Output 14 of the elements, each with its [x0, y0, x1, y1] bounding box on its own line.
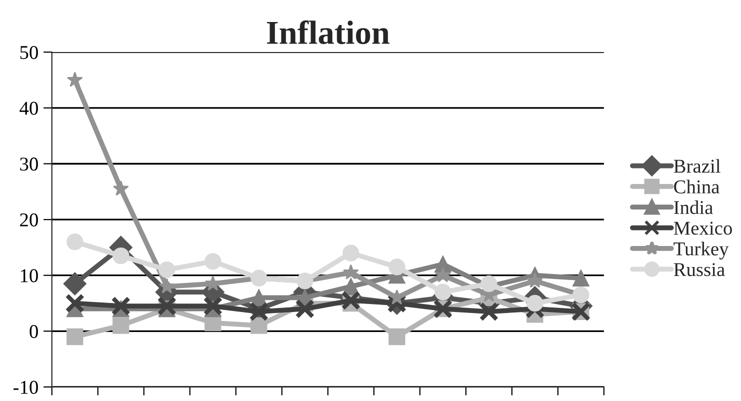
legend-label: Brazil [674, 159, 720, 173]
y-tick-label: 50 [20, 46, 38, 60]
legend-label: India [674, 200, 713, 214]
y-tick-label: 20 [20, 213, 38, 226]
y-tick-label: -10 [13, 380, 38, 394]
legend-label: Turkey [674, 242, 729, 260]
legend-label: Mexico [674, 222, 732, 235]
y-tick-label: 0 [30, 324, 38, 338]
legend-label: Russia [674, 263, 725, 276]
y-tick-label: 30 [20, 158, 38, 171]
y-tick-label: 40 [20, 102, 38, 115]
legend-label: China [674, 180, 720, 194]
y-tick-label: 10 [20, 269, 38, 282]
chart-title: Inflation [266, 20, 390, 44]
